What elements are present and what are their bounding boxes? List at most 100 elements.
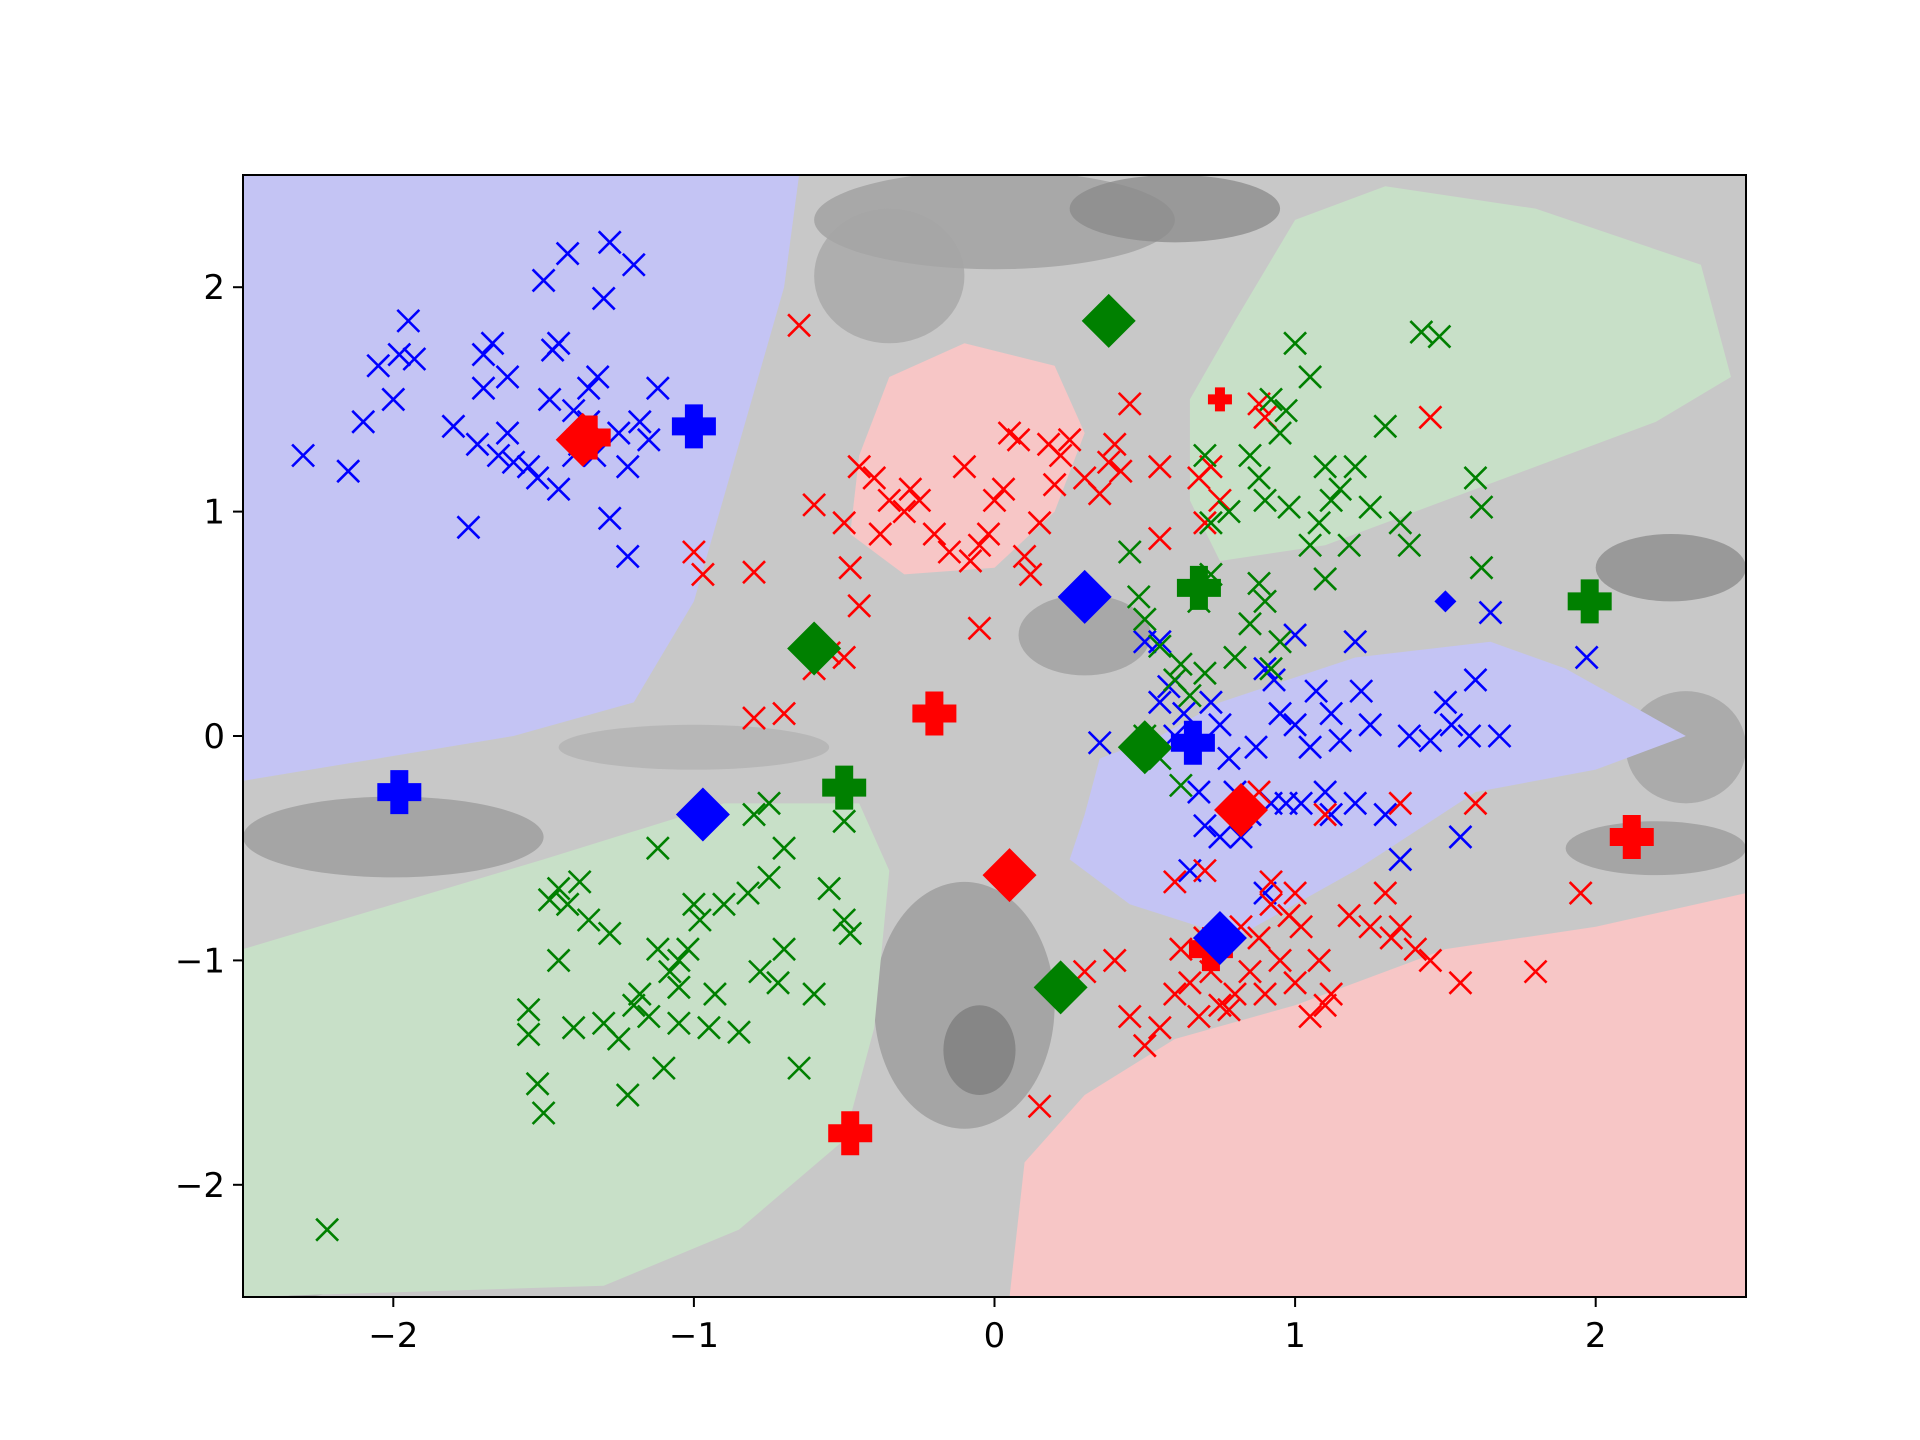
data-point xyxy=(1117,391,1142,416)
x-tick-label: 1 xyxy=(1284,1316,1306,1356)
x-axis: −2 −1 0 1 2 xyxy=(368,1297,1607,1356)
data-point xyxy=(546,948,571,973)
data-point xyxy=(615,1083,640,1107)
data-point xyxy=(742,560,766,585)
data-point xyxy=(636,1004,661,1029)
plot-area xyxy=(243,175,1746,1297)
data-point xyxy=(1087,481,1112,506)
data-point xyxy=(1463,466,1488,490)
data-point xyxy=(1217,499,1241,524)
data-point xyxy=(877,488,902,513)
data-point xyxy=(1418,948,1443,973)
data-point xyxy=(1298,365,1323,389)
data-point xyxy=(555,241,580,266)
data-point xyxy=(1186,1004,1211,1029)
data-point xyxy=(1328,477,1353,502)
data-point xyxy=(525,1071,550,1096)
data-point xyxy=(531,1101,556,1125)
diamond-marker xyxy=(982,848,1037,903)
data-point xyxy=(351,409,376,434)
data-point xyxy=(1388,791,1413,816)
data-point xyxy=(1304,679,1329,704)
data-point xyxy=(832,510,857,535)
data-point xyxy=(712,892,736,917)
data-point xyxy=(1469,555,1494,580)
data-point xyxy=(1313,567,1338,591)
data-point xyxy=(546,876,571,901)
data-point xyxy=(1199,454,1223,479)
data-point xyxy=(1177,683,1202,708)
data-point xyxy=(1373,881,1398,905)
data-point xyxy=(1463,667,1488,692)
data-point xyxy=(1469,495,1494,520)
data-point xyxy=(465,432,490,457)
data-point xyxy=(1147,526,1172,551)
data-point xyxy=(621,252,646,277)
data-point xyxy=(540,338,565,362)
region-blue xyxy=(243,175,800,781)
data-point xyxy=(967,533,992,558)
region-blue xyxy=(1069,641,1686,938)
data-point xyxy=(1298,533,1323,558)
data-point xyxy=(838,921,863,946)
data-point xyxy=(1253,488,1277,513)
data-point xyxy=(1427,324,1452,349)
data-point xyxy=(546,477,571,502)
data-point xyxy=(495,421,520,445)
data-point xyxy=(1418,728,1443,753)
data-point xyxy=(1012,544,1037,569)
data-point xyxy=(1147,454,1172,479)
data-point xyxy=(1186,780,1211,805)
data-point xyxy=(892,499,917,524)
data-point xyxy=(1448,825,1473,849)
data-point xyxy=(645,376,670,401)
data-point xyxy=(742,802,766,827)
data-point xyxy=(1199,510,1223,535)
data-point xyxy=(1388,914,1413,939)
data-point xyxy=(838,555,863,580)
data-point xyxy=(772,836,796,861)
data-point xyxy=(1247,391,1271,416)
data-point xyxy=(1027,510,1052,535)
data-point xyxy=(772,701,796,726)
diamond-marker xyxy=(1081,293,1136,348)
data-point xyxy=(1433,690,1458,715)
data-point xyxy=(1397,533,1422,558)
data-point xyxy=(1358,712,1383,737)
data-point xyxy=(832,809,857,834)
data-point xyxy=(315,1217,340,1242)
data-point xyxy=(1018,562,1043,587)
data-point xyxy=(537,887,562,912)
data-point xyxy=(531,268,556,293)
data-point xyxy=(675,937,700,962)
data-point xyxy=(1487,724,1512,748)
data-point xyxy=(1199,690,1223,715)
data-point xyxy=(606,421,631,445)
plus-marker xyxy=(377,770,422,815)
data-point xyxy=(1388,510,1413,535)
data-point xyxy=(1147,1015,1172,1040)
data-point xyxy=(766,970,790,995)
data-point xyxy=(606,1027,631,1051)
data-point xyxy=(802,492,827,517)
data-point xyxy=(1102,948,1127,973)
data-point xyxy=(922,522,947,546)
data-point xyxy=(1319,802,1344,827)
data-point xyxy=(1027,1094,1052,1119)
data-point xyxy=(1313,780,1338,805)
data-point xyxy=(627,409,652,434)
data-point xyxy=(1247,466,1271,490)
data-point xyxy=(847,454,872,479)
data-point xyxy=(666,1011,691,1036)
data-point xyxy=(1313,802,1338,827)
y-tick-label: 0 xyxy=(203,717,225,757)
data-point xyxy=(666,948,691,973)
shade-blob xyxy=(874,881,1055,1129)
y-tick-label: −2 xyxy=(175,1166,225,1206)
data-point xyxy=(757,865,781,890)
data-point xyxy=(1574,645,1599,670)
data-point xyxy=(366,353,391,378)
data-point xyxy=(1193,813,1217,838)
shade-blob xyxy=(243,796,544,878)
data-point xyxy=(495,365,520,389)
